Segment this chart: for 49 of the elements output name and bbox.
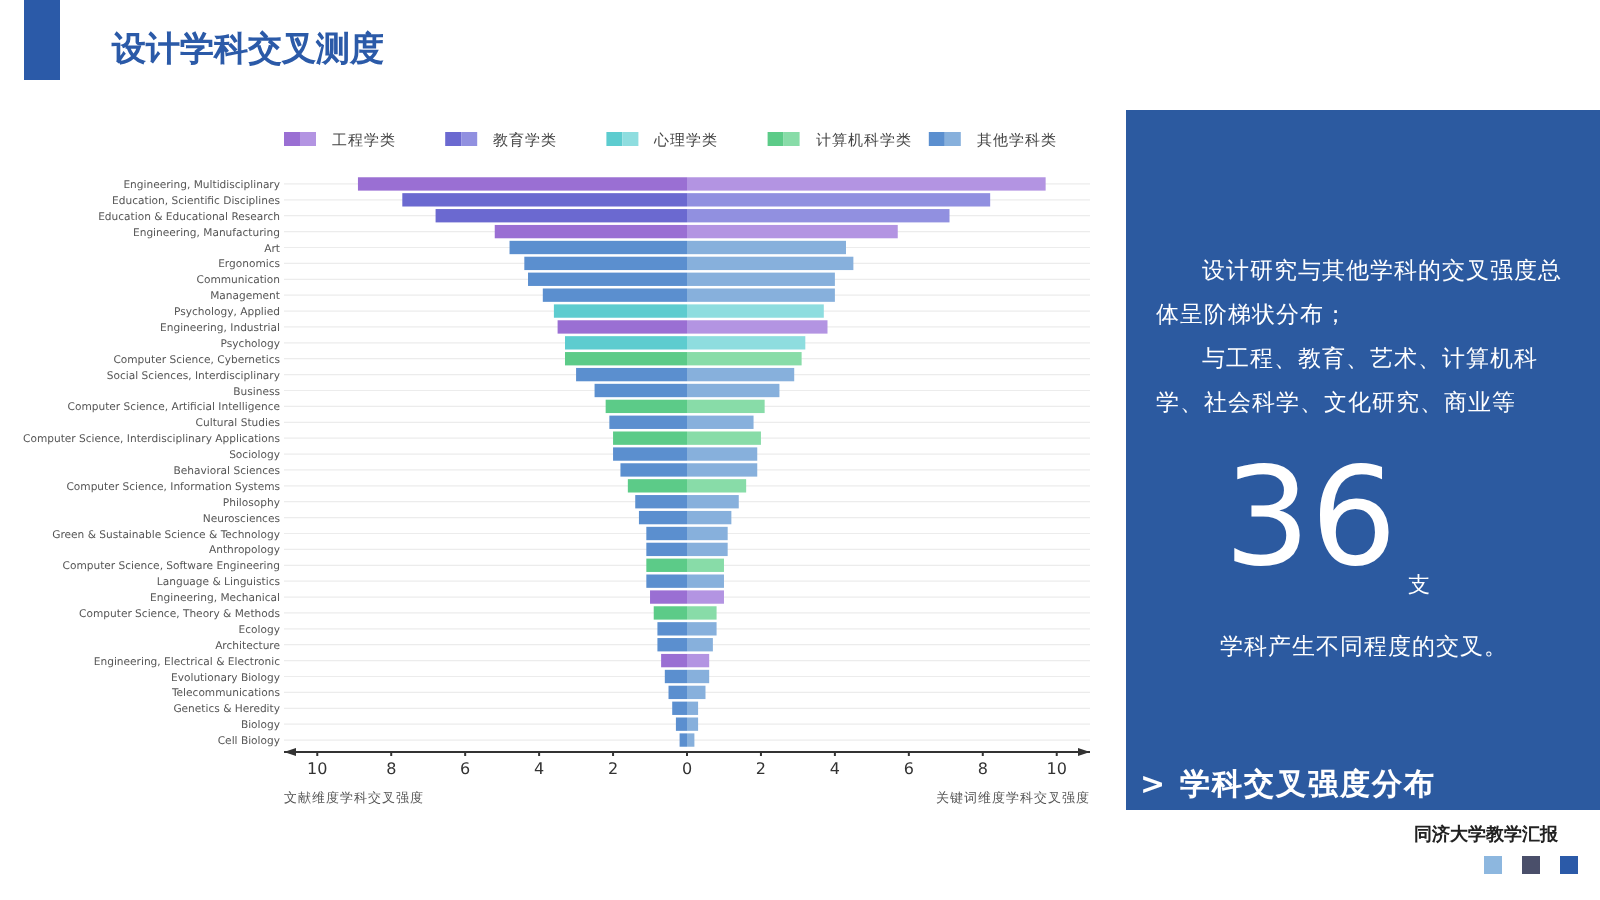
text: 与工程、教育、艺术、计算机科学、社会科学、文化研究、商业等 (1156, 342, 1540, 420)
bar (687, 399, 765, 414)
x-tick-label: 8 (977, 760, 988, 778)
bar (687, 653, 710, 668)
x-tick-label: 0 (681, 760, 693, 778)
bar (661, 653, 687, 668)
text: 36 (1224, 440, 1398, 598)
text: 支 (1408, 570, 1430, 600)
bar (557, 320, 687, 334)
bar (687, 574, 724, 588)
bar (687, 415, 754, 429)
bar (605, 399, 687, 414)
x-tick-label: 8 (386, 760, 397, 778)
x-tick-label: 6 (460, 760, 471, 778)
bar (650, 590, 687, 604)
bar (687, 224, 898, 239)
bar (609, 415, 687, 429)
text: 学科产生不同程度的交叉。 (1220, 632, 1508, 662)
bar (687, 336, 806, 350)
bar (553, 304, 687, 318)
bar (357, 177, 687, 191)
bar (646, 574, 687, 588)
x-tick-label: 4 (829, 760, 840, 778)
bar (687, 320, 828, 334)
bar (687, 590, 724, 604)
bar (494, 224, 687, 239)
x-tick-label: 2 (607, 760, 619, 778)
bar (687, 431, 761, 445)
bar (564, 336, 687, 350)
x-tick-label: 4 (534, 760, 545, 778)
text: 设计研究与其他学科的交叉强度总体呈阶梯状分布； (1156, 254, 1564, 332)
bar (646, 558, 687, 572)
bar (687, 558, 724, 572)
x-tick-label: 10 (307, 760, 328, 778)
x-tick-label: 2 (755, 760, 767, 778)
text: > 学科交叉强度分布 (1140, 766, 1436, 804)
bar (687, 479, 747, 493)
chart-title: 设计学科交叉测度 (110, 30, 384, 70)
x-tick-label: 6 (903, 760, 914, 778)
bar (653, 606, 687, 620)
bar (687, 352, 802, 366)
bar (564, 352, 687, 366)
bar (613, 431, 687, 445)
x-tick-label: 10 (1046, 760, 1067, 778)
bar (687, 304, 824, 318)
bar (627, 479, 687, 493)
bar (687, 606, 717, 620)
text: 同济大学教学汇报 (1414, 822, 1558, 848)
bar (687, 177, 1046, 191)
